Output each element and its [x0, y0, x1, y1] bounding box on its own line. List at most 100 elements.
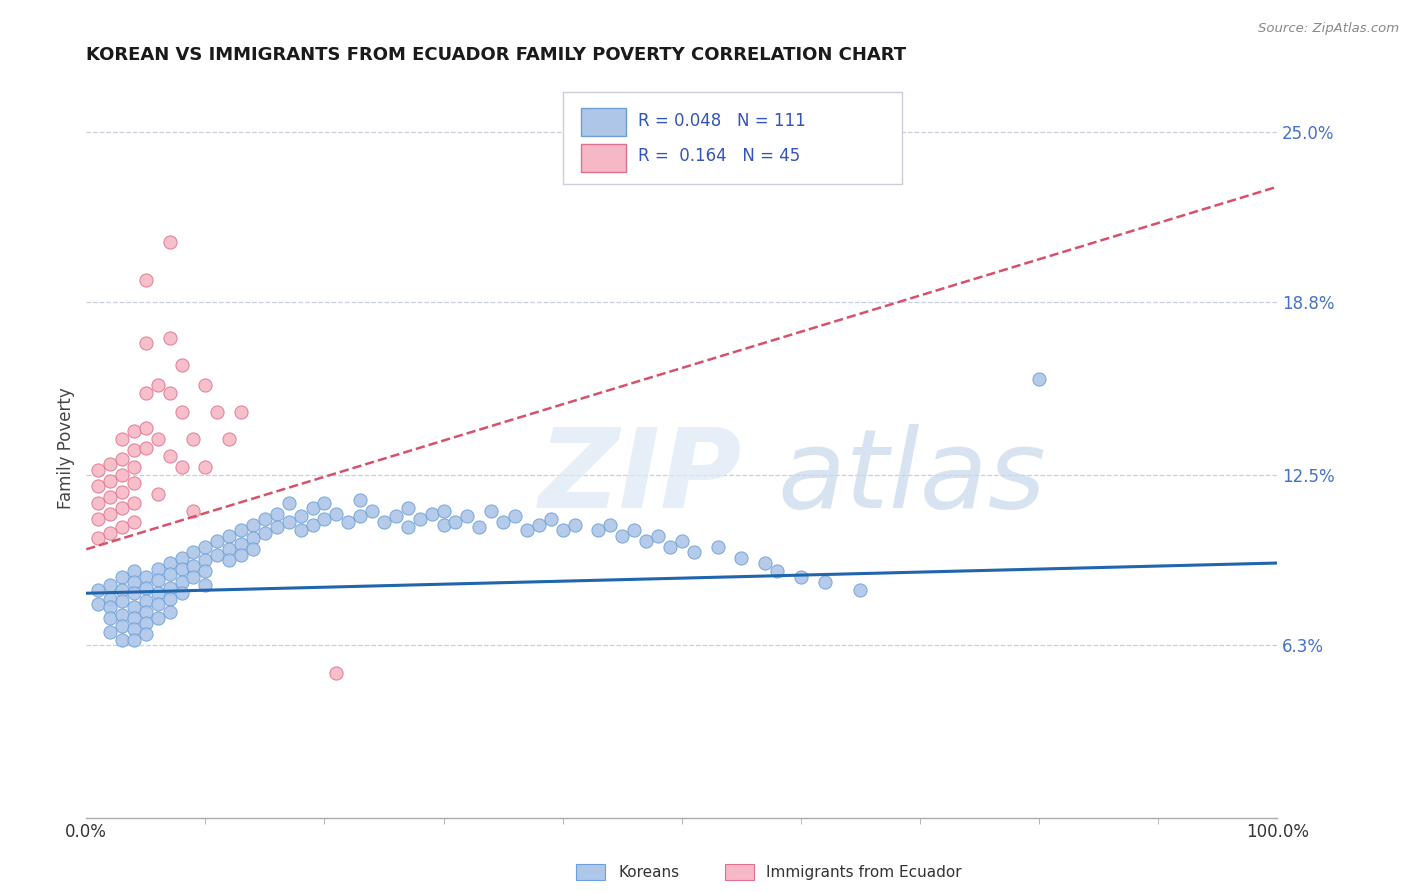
- Point: [277, 495, 299, 509]
- Point: [314, 512, 336, 526]
- Point: [349, 492, 371, 507]
- Point: [242, 542, 264, 557]
- FancyBboxPatch shape: [562, 92, 903, 185]
- Point: [814, 575, 837, 590]
- Point: [111, 433, 134, 447]
- Point: [409, 512, 432, 526]
- Point: [159, 581, 181, 595]
- Point: [98, 591, 121, 606]
- Point: [194, 540, 217, 554]
- Point: [87, 495, 110, 509]
- Point: [159, 449, 181, 463]
- Point: [111, 632, 134, 647]
- Point: [170, 575, 193, 590]
- Point: [183, 570, 205, 584]
- Point: [87, 512, 110, 526]
- Point: [229, 548, 252, 562]
- Point: [111, 468, 134, 483]
- Point: [229, 523, 252, 537]
- Point: [135, 421, 157, 435]
- Point: [623, 523, 645, 537]
- Point: [135, 336, 157, 351]
- Y-axis label: Family Poverty: Family Poverty: [58, 387, 75, 508]
- Point: [111, 570, 134, 584]
- Point: [183, 545, 205, 559]
- Point: [135, 385, 157, 400]
- Text: Source: ZipAtlas.com: Source: ZipAtlas.com: [1258, 22, 1399, 36]
- Point: [468, 520, 491, 534]
- Point: [170, 586, 193, 600]
- Text: ZIP: ZIP: [538, 424, 742, 531]
- Point: [194, 377, 217, 392]
- Point: [122, 586, 145, 600]
- Point: [122, 599, 145, 614]
- Point: [682, 545, 704, 559]
- Point: [146, 487, 169, 501]
- Point: [420, 507, 443, 521]
- Point: [98, 490, 121, 504]
- Point: [159, 235, 181, 249]
- Point: [135, 273, 157, 287]
- Point: [207, 534, 229, 549]
- Point: [456, 509, 478, 524]
- Point: [170, 561, 193, 575]
- Point: [111, 583, 134, 598]
- Point: [218, 553, 240, 567]
- Point: [146, 561, 169, 575]
- Point: [98, 578, 121, 592]
- Point: [527, 517, 550, 532]
- Bar: [581, 144, 626, 172]
- Point: [135, 570, 157, 584]
- Point: [159, 606, 181, 620]
- Point: [170, 550, 193, 565]
- Point: [671, 534, 693, 549]
- Point: [87, 479, 110, 493]
- Point: [564, 517, 586, 532]
- Point: [111, 451, 134, 466]
- Point: [301, 517, 323, 532]
- Point: [1028, 372, 1050, 386]
- Point: [159, 556, 181, 570]
- Point: [135, 627, 157, 641]
- Point: [314, 495, 336, 509]
- Point: [730, 550, 752, 565]
- Text: Immigrants from Ecuador: Immigrants from Ecuador: [766, 865, 962, 880]
- Point: [170, 405, 193, 419]
- Point: [194, 578, 217, 592]
- Point: [349, 509, 371, 524]
- Point: [385, 509, 408, 524]
- Point: [253, 525, 276, 540]
- Point: [242, 531, 264, 545]
- Point: [266, 520, 288, 534]
- Point: [135, 616, 157, 631]
- Point: [98, 457, 121, 471]
- Text: R =  0.164   N = 45: R = 0.164 N = 45: [638, 147, 800, 165]
- Point: [122, 443, 145, 458]
- Point: [135, 441, 157, 455]
- Point: [266, 507, 288, 521]
- Point: [479, 504, 502, 518]
- Point: [706, 540, 728, 554]
- Point: [122, 575, 145, 590]
- Point: [766, 564, 789, 578]
- Point: [111, 501, 134, 516]
- Point: [503, 509, 526, 524]
- Point: [122, 424, 145, 438]
- Point: [111, 619, 134, 633]
- Point: [111, 520, 134, 534]
- Point: [492, 515, 515, 529]
- Point: [122, 622, 145, 636]
- Text: R = 0.048   N = 111: R = 0.048 N = 111: [638, 112, 806, 129]
- Point: [229, 537, 252, 551]
- Point: [325, 507, 347, 521]
- Point: [301, 501, 323, 516]
- Point: [647, 528, 669, 542]
- Point: [122, 459, 145, 474]
- Point: [588, 523, 610, 537]
- Point: [634, 534, 657, 549]
- Point: [516, 523, 538, 537]
- Point: [146, 611, 169, 625]
- Point: [337, 515, 360, 529]
- Point: [207, 548, 229, 562]
- Point: [194, 553, 217, 567]
